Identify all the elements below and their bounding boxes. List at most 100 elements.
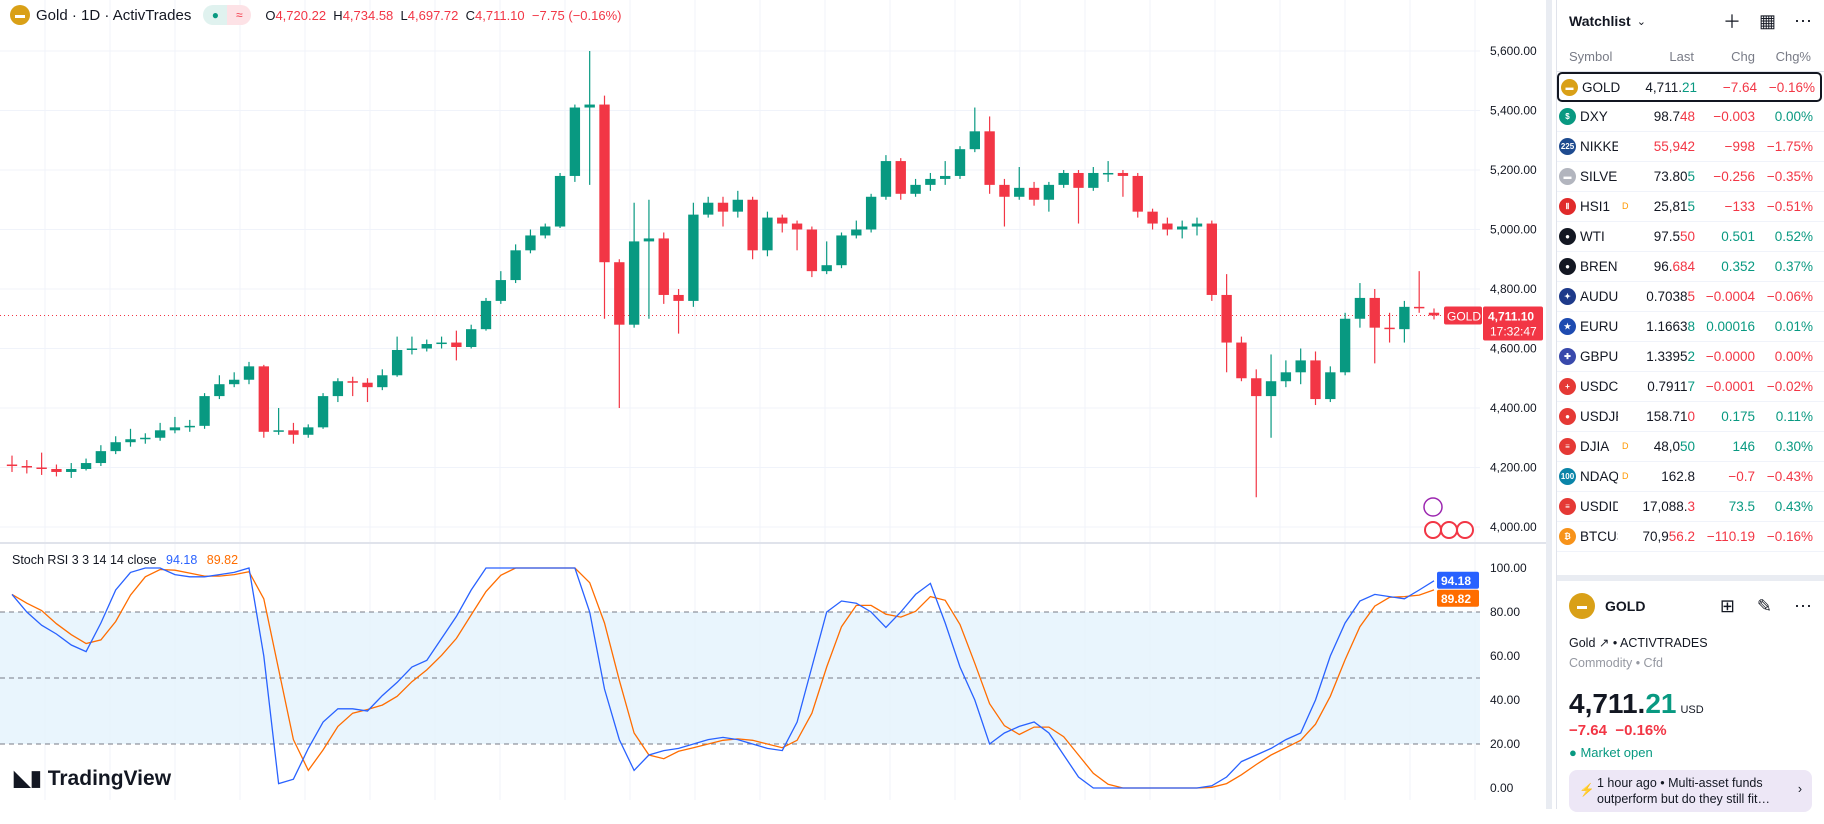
row-chg: −0.003 bbox=[1713, 109, 1755, 124]
status-pill[interactable]: ● ≈ bbox=[203, 5, 252, 25]
row-chg-pct: 0.52% bbox=[1774, 229, 1813, 244]
candle-body bbox=[214, 384, 225, 397]
candle-body bbox=[421, 344, 432, 349]
watchlist-title[interactable]: Watchlist bbox=[1569, 13, 1631, 29]
candle-body bbox=[747, 199, 758, 251]
watchlist-row[interactable]: $ DXY 98.748 −0.003 0.00% bbox=[1557, 102, 1824, 132]
news-item[interactable]: ⚡ 1 hour ago • Multi-asset funds outperf… bbox=[1569, 770, 1812, 812]
ohlc-values: O4,720.22 H4,734.58 L4,697.72 C4,711.10 … bbox=[265, 7, 622, 23]
row-symbol: SILVER bbox=[1580, 169, 1618, 184]
watchlist-row[interactable]: ● USDJPY 158.710 0.175 0.11% bbox=[1557, 402, 1824, 432]
candle-body bbox=[969, 131, 980, 150]
candle-body bbox=[1177, 226, 1188, 230]
watchlist-row[interactable]: ● BRENT 96.684 0.352 0.37% bbox=[1557, 252, 1824, 282]
col-last[interactable]: Last bbox=[1669, 49, 1694, 64]
row-chg: 0.352 bbox=[1721, 259, 1755, 274]
candle-body bbox=[673, 294, 684, 301]
candle-body bbox=[154, 430, 166, 438]
row-chg-pct: −0.06% bbox=[1766, 289, 1813, 304]
symbol-icon: 100 bbox=[1559, 468, 1576, 485]
row-chg-pct: −0.35% bbox=[1766, 169, 1813, 184]
watchlist-row[interactable]: ≡ USDIDR 17,088.3 73.5 0.43% bbox=[1557, 492, 1824, 522]
price-tick-label: 5,200.00 bbox=[1490, 163, 1537, 177]
row-symbol: DXY bbox=[1580, 109, 1608, 124]
stoch-tick-label: 20.00 bbox=[1490, 737, 1520, 751]
symbol-icon: $ bbox=[1559, 108, 1576, 125]
watchlist-row[interactable]: ▬ GOLD 4,711.21 −7.64 −0.16% bbox=[1557, 72, 1822, 102]
delayed-badge: D bbox=[1622, 201, 1629, 211]
symbol-title[interactable]: Gold · 1D · ActivTrades bbox=[36, 6, 192, 24]
row-chg: 0.175 bbox=[1721, 409, 1755, 424]
candle-body bbox=[1028, 187, 1040, 200]
candle-body bbox=[1236, 342, 1247, 379]
candle-body bbox=[1221, 294, 1232, 343]
us-flag-event-icon bbox=[1456, 521, 1474, 539]
delayed-badge: D bbox=[1622, 441, 1629, 451]
watchlist-row[interactable]: + USDCHF 0.79117 −0.0001 −0.02% bbox=[1557, 372, 1824, 402]
watchlist-row[interactable]: ▬ SILVER 73.805 −0.256 −0.35% bbox=[1557, 162, 1824, 192]
row-symbol: GOLD bbox=[1582, 79, 1620, 95]
stoch-rsi-legend[interactable]: Stoch RSI 3 3 14 14 close 94.18 89.82 bbox=[12, 553, 239, 567]
watchlist-row[interactable]: 225 NIKKEI 55,942 −998 −1.75% bbox=[1557, 132, 1824, 162]
candle-body bbox=[1325, 372, 1336, 400]
candle-body bbox=[614, 262, 625, 325]
candle-body bbox=[1295, 360, 1306, 373]
candle-body bbox=[258, 366, 269, 432]
symbol-icon: ▬ bbox=[1561, 78, 1578, 96]
watchlist-row[interactable]: ★ EURUSD 1.16638 0.00016 0.01% bbox=[1557, 312, 1824, 342]
candle-body bbox=[495, 280, 506, 301]
candle-body bbox=[525, 235, 536, 251]
candle-body bbox=[540, 226, 551, 236]
row-symbol: GBPUSD bbox=[1580, 349, 1618, 364]
external-link-icon[interactable]: ↗ bbox=[1598, 636, 1610, 650]
more-icon[interactable]: ⋯ bbox=[1794, 595, 1812, 616]
stoch-k-line bbox=[11, 567, 1435, 789]
symbol-icon: ₿ bbox=[1559, 528, 1576, 545]
row-last: 17,088.3 bbox=[1642, 499, 1695, 514]
advanced-view-icon[interactable]: ▦ bbox=[1758, 10, 1776, 31]
candle-body bbox=[1102, 172, 1114, 175]
watchlist-row[interactable]: Ⅱ HSI1 D 25,815 −133 −0.51% bbox=[1557, 192, 1824, 222]
row-chg: −7.64 bbox=[1722, 79, 1757, 95]
watchlist-row[interactable]: ✚ GBPUSD 1.33952 −0.0000 0.00% bbox=[1557, 342, 1824, 372]
watchlist-row[interactable]: ● WTI 97.550 0.501 0.52% bbox=[1557, 222, 1824, 252]
grid-icon[interactable]: ⊞ bbox=[1719, 595, 1735, 616]
row-symbol: EURUSD bbox=[1580, 319, 1618, 334]
stoch-value-tag bbox=[1437, 589, 1479, 607]
detail-name[interactable]: Gold bbox=[1569, 636, 1596, 650]
detail-symbol: GOLD bbox=[1605, 598, 1646, 614]
candle-body bbox=[1339, 318, 1351, 373]
right-sidebar: Watchlist ⌄ ＋ ▦ ⋯ Symbol Last Chg Chg% ▬… bbox=[1556, 0, 1824, 812]
watchlist-row[interactable]: ✦ AUDUSD 0.70385 −0.0004 −0.06% bbox=[1557, 282, 1824, 312]
price-chart[interactable]: 5,600.00 5,400.00 5,200.00 5,000.00 4,800.00… bbox=[0, 0, 1552, 809]
col-symbol[interactable]: Symbol bbox=[1569, 49, 1613, 64]
tradingview-logo[interactable]: ◣▮ TradingView bbox=[14, 766, 172, 791]
row-chg: −0.0000 bbox=[1705, 349, 1755, 364]
col-chg-pct[interactable]: Chg% bbox=[1775, 49, 1811, 64]
price-tick-label: 4,800.00 bbox=[1490, 282, 1537, 296]
chevron-down-icon[interactable]: ⌄ bbox=[1636, 15, 1646, 28]
candle-body bbox=[895, 161, 906, 194]
candle-body bbox=[169, 427, 181, 431]
more-icon[interactable]: ⋯ bbox=[1794, 10, 1812, 31]
candle-body bbox=[717, 202, 729, 212]
row-symbol: NDAQ bbox=[1580, 469, 1618, 484]
watchlist-list: ▬ GOLD 4,711.21 −7.64 −0.16% $ DXY 98.748 −… bbox=[1557, 72, 1824, 552]
add-symbol-icon[interactable]: ＋ bbox=[1722, 12, 1741, 32]
row-chg-pct: 0.00% bbox=[1774, 109, 1813, 124]
row-last: 162.8 bbox=[1661, 469, 1695, 484]
chart-legend: ▬ Gold · 1D · ActivTrades ● ≈ O4,720.22 … bbox=[10, 5, 622, 25]
candle-body bbox=[1414, 306, 1425, 309]
watchlist-row[interactable]: ≡ DJIA D 48,050 146 0.30% bbox=[1557, 432, 1824, 462]
stoch-tick-label: 40.00 bbox=[1490, 693, 1520, 707]
candle-body bbox=[66, 468, 77, 472]
candle-body bbox=[466, 329, 477, 348]
watchlist-row[interactable]: ₿ BTCUSD 70,956.2 −110.19 −0.16% bbox=[1557, 522, 1824, 552]
row-chg: −133 bbox=[1724, 199, 1755, 214]
col-chg[interactable]: Chg bbox=[1731, 49, 1755, 64]
edit-icon[interactable]: ✎ bbox=[1756, 595, 1772, 616]
symbol-icon: ● bbox=[1559, 228, 1576, 245]
row-symbol: USDIDR bbox=[1580, 499, 1618, 514]
watchlist-row[interactable]: 100 NDAQ D 162.8 −0.7 −0.43% bbox=[1557, 462, 1824, 492]
row-symbol: AUDUSD bbox=[1580, 289, 1618, 304]
